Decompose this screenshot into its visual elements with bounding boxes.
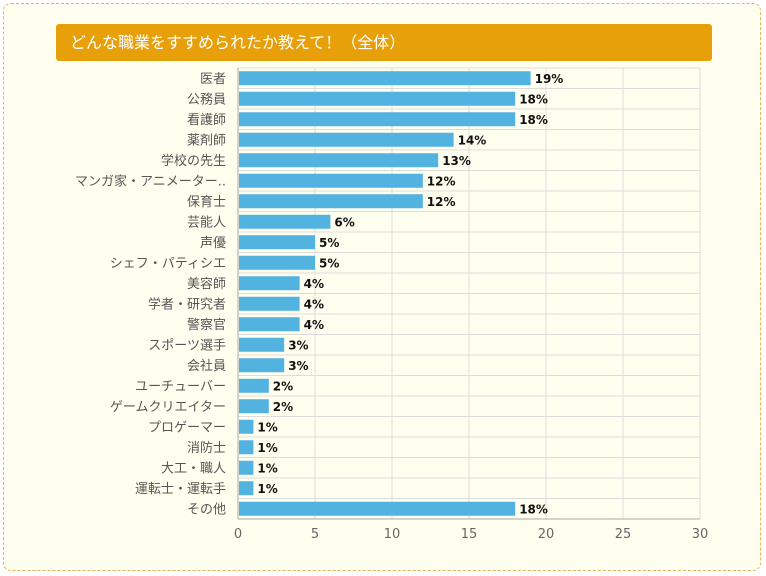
bar bbox=[239, 153, 439, 168]
category-label: マンガ家・アニメーター.. bbox=[75, 173, 226, 189]
x-tick-label: 10 bbox=[384, 527, 401, 542]
value-label: 3% bbox=[288, 338, 308, 352]
bar bbox=[239, 91, 516, 106]
category-label: 警察官 bbox=[187, 317, 226, 333]
category-label: 学者・研究者 bbox=[148, 296, 226, 312]
category-label: 美容師 bbox=[187, 276, 226, 292]
bar bbox=[239, 419, 254, 434]
category-label: 学校の先生 bbox=[161, 153, 226, 169]
x-tick-label: 5 bbox=[311, 527, 319, 542]
value-label: 1% bbox=[257, 461, 277, 475]
bar bbox=[239, 132, 454, 147]
bar bbox=[239, 276, 300, 291]
bar bbox=[239, 71, 531, 86]
category-label: ゲームクリエイター bbox=[110, 400, 226, 415]
x-tick-label: 25 bbox=[615, 527, 632, 542]
chart-title: どんな職業をすすめられたか教えて！（全体） bbox=[56, 24, 712, 61]
value-label: 2% bbox=[273, 400, 293, 414]
bar bbox=[239, 235, 315, 250]
value-label: 2% bbox=[273, 379, 293, 393]
category-label: 保育士 bbox=[187, 194, 226, 210]
category-label: 医者 bbox=[200, 72, 226, 87]
bar bbox=[239, 440, 254, 455]
x-tick-label: 15 bbox=[461, 527, 478, 542]
category-label: 薬剤師 bbox=[187, 132, 226, 148]
value-label: 19% bbox=[535, 72, 564, 86]
bar bbox=[239, 460, 254, 475]
value-label: 1% bbox=[257, 441, 277, 455]
bar bbox=[239, 501, 516, 516]
value-label: 18% bbox=[519, 502, 548, 516]
category-label: プロゲーマー bbox=[148, 420, 226, 435]
category-label: 芸能人 bbox=[187, 214, 226, 230]
category-label: スポーツ選手 bbox=[148, 338, 226, 353]
bar bbox=[239, 255, 315, 270]
category-label: 会社員 bbox=[187, 358, 226, 374]
x-tick-label: 20 bbox=[538, 527, 555, 542]
value-label: 1% bbox=[257, 482, 277, 496]
value-label: 4% bbox=[304, 277, 324, 291]
value-label: 12% bbox=[427, 195, 456, 209]
x-tick-label: 30 bbox=[692, 527, 709, 542]
category-label: その他 bbox=[187, 502, 226, 517]
bar bbox=[239, 337, 285, 352]
bar bbox=[239, 399, 269, 414]
bar bbox=[239, 481, 254, 496]
bar bbox=[239, 378, 269, 393]
value-label: 4% bbox=[304, 297, 324, 311]
value-label: 13% bbox=[442, 154, 471, 168]
category-label: 声優 bbox=[200, 236, 226, 251]
category-label: 大工・職人 bbox=[161, 461, 226, 476]
bar bbox=[239, 112, 516, 127]
category-label: 運転士・運転手 bbox=[135, 482, 226, 497]
category-label: 公務員 bbox=[187, 92, 226, 107]
category-label: 消防士 bbox=[187, 440, 226, 456]
value-label: 14% bbox=[458, 133, 487, 147]
bar bbox=[239, 194, 423, 209]
category-label: 看護師 bbox=[187, 112, 226, 128]
value-label: 18% bbox=[519, 92, 548, 106]
value-label: 12% bbox=[427, 174, 456, 188]
bar bbox=[239, 358, 285, 373]
value-label: 4% bbox=[304, 318, 324, 332]
value-label: 3% bbox=[288, 359, 308, 373]
bar bbox=[239, 317, 300, 332]
bar bbox=[239, 173, 423, 188]
x-tick-label: 0 bbox=[234, 527, 242, 542]
value-label: 5% bbox=[319, 236, 339, 250]
bar bbox=[239, 296, 300, 311]
value-label: 18% bbox=[519, 113, 548, 127]
value-label: 5% bbox=[319, 256, 339, 270]
category-label: シェフ・パティシエ bbox=[110, 256, 226, 271]
bar bbox=[239, 214, 331, 229]
category-label: ユーチューバー bbox=[135, 379, 226, 394]
value-label: 6% bbox=[334, 215, 354, 229]
value-label: 1% bbox=[257, 420, 277, 434]
